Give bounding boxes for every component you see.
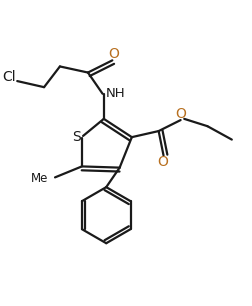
Text: O: O [157,155,168,169]
Text: O: O [175,107,186,121]
Text: O: O [108,47,119,61]
Text: Me: Me [31,172,48,185]
Text: NH: NH [106,88,125,100]
Text: Cl: Cl [2,70,16,84]
Text: S: S [73,130,81,144]
